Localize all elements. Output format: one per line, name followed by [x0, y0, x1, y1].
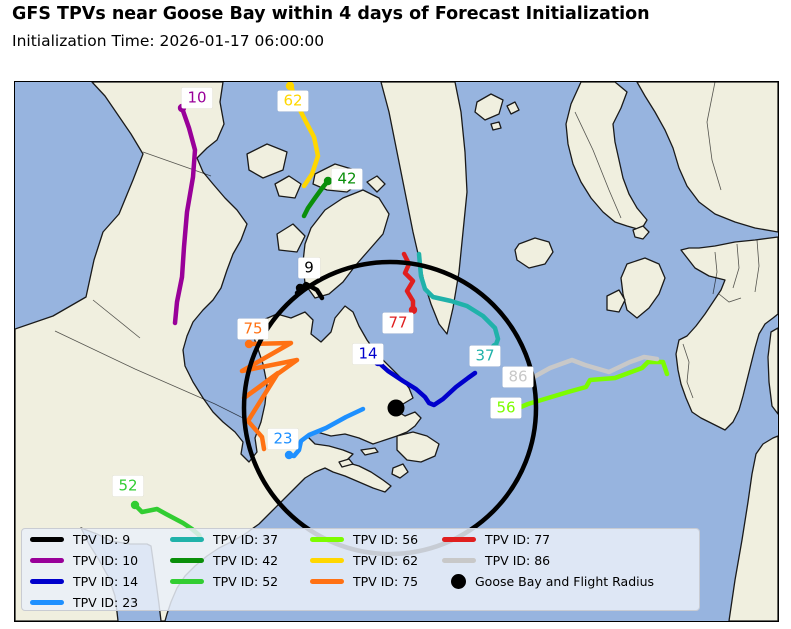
tpv-id-label-23: 23 — [267, 428, 299, 450]
track-color-swatch — [310, 557, 344, 563]
legend-item-tpv-14: TPV ID: 14 — [30, 571, 138, 591]
tpv-track-14 — [375, 359, 478, 408]
legend-label: TPV ID: 77 — [485, 531, 551, 547]
legend-label: Goose Bay and Flight Radius — [475, 573, 655, 589]
tpv-id-label-52: 52 — [112, 475, 144, 497]
track-color-swatch — [170, 557, 204, 563]
legend-label: TPV ID: 14 — [73, 573, 139, 589]
tpv-id-label-42: 42 — [331, 168, 363, 190]
legend-item-tpv-62: TPV ID: 62 — [310, 550, 418, 570]
tpv-track-52-start-marker — [130, 500, 140, 510]
track-color-swatch — [30, 599, 64, 605]
legend-item-tpv-9: TPV ID: 9 — [30, 529, 130, 549]
tpv-id-label-86: 86 — [502, 366, 534, 388]
legend-item-tpv-52: TPV ID: 52 — [170, 571, 278, 591]
tpv-id-label-37: 37 — [469, 345, 501, 367]
legend-item-tpv-42: TPV ID: 42 — [170, 550, 278, 570]
tpv-id-label-14: 14 — [352, 343, 384, 365]
tpv-id-label-75: 75 — [237, 318, 269, 340]
legend-item-goose-bay: Goose Bay and Flight Radius — [442, 571, 654, 591]
track-color-swatch — [170, 536, 204, 542]
legend-label: TPV ID: 86 — [485, 552, 551, 568]
map-panel: 9 10 14 23 37 42 52 56 62 75 77 86 TPV ID: 9 TPV ID: … — [14, 81, 779, 622]
legend-item-tpv-10: TPV ID: 10 — [30, 550, 138, 570]
legend-label: TPV ID: 10 — [73, 552, 139, 568]
legend-item-tpv-56: TPV ID: 56 — [310, 529, 418, 549]
tpv-track-62-start-marker — [285, 82, 295, 91]
track-color-swatch — [30, 557, 64, 563]
track-color-swatch — [310, 536, 344, 542]
legend-label: TPV ID: 37 — [213, 531, 279, 547]
tpv-id-label-62: 62 — [277, 90, 309, 112]
legend-label: TPV ID: 75 — [353, 573, 419, 589]
tpv-track-42 — [301, 178, 331, 219]
tpv-track-37 — [416, 251, 501, 350]
goose-bay-marker — [387, 399, 405, 417]
track-color-swatch — [310, 578, 344, 584]
tpv-id-label-9: 9 — [298, 257, 320, 279]
tpv-track-77-start-marker — [408, 305, 418, 315]
track-color-swatch — [442, 557, 476, 563]
goose-bay-dot-icon — [451, 573, 466, 589]
track-color-swatch — [442, 536, 476, 542]
legend-label: TPV ID: 56 — [353, 531, 419, 547]
legend: TPV ID: 9 TPV ID: 10 TPV ID: 14 TPV ID: 23 T… — [21, 528, 700, 611]
track-color-swatch — [30, 578, 64, 584]
tpv-track-56 — [508, 359, 670, 414]
tpv-track-23 — [286, 406, 366, 459]
tpv-track-10 — [172, 105, 198, 326]
legend-item-tpv-75: TPV ID: 75 — [310, 571, 418, 591]
track-color-swatch — [170, 578, 204, 584]
tpv-track-86 — [529, 354, 660, 381]
tpv-id-label-10: 10 — [181, 87, 213, 109]
tpv-id-label-77: 77 — [382, 312, 414, 334]
tpv-id-label-56: 56 — [490, 397, 522, 419]
tpv-track-42-start-marker — [323, 176, 333, 186]
page-title: GFS TPVs near Goose Bay within 4 days of… — [12, 4, 650, 24]
legend-item-tpv-23: TPV ID: 23 — [30, 592, 138, 612]
legend-label: TPV ID: 23 — [73, 594, 139, 610]
tpv-track-23-start-marker — [284, 450, 294, 460]
legend-label: TPV ID: 52 — [213, 573, 279, 589]
tpv-track-75-start-marker — [244, 339, 254, 349]
legend-label: TPV ID: 9 — [73, 531, 131, 547]
legend-item-tpv-37: TPV ID: 37 — [170, 529, 278, 549]
legend-label: TPV ID: 62 — [353, 552, 419, 568]
political-borders — [54, 82, 760, 421]
initialization-time: Initialization Time: 2026-01-17 06:00:00 — [12, 32, 325, 50]
track-color-swatch — [30, 536, 64, 542]
legend-label: TPV ID: 42 — [213, 552, 279, 568]
legend-item-tpv-77: TPV ID: 77 — [442, 529, 550, 549]
legend-item-tpv-86: TPV ID: 86 — [442, 550, 550, 570]
